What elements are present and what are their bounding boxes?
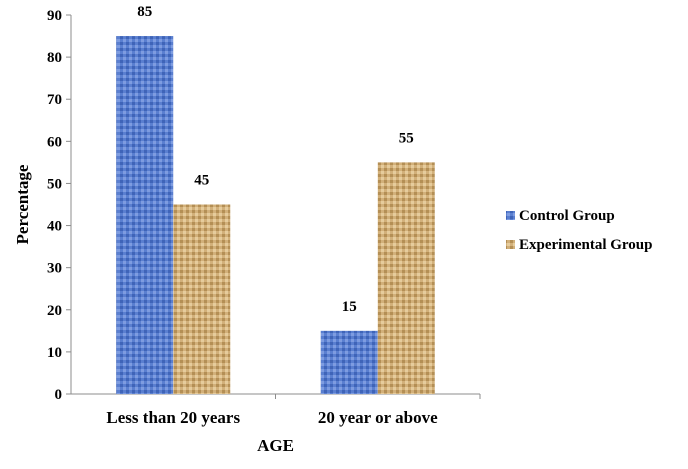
bars-group (116, 36, 435, 395)
y-tick-label: 10 (47, 345, 62, 361)
labels-group: 85 45 15 55 (137, 4, 414, 315)
y-tick-label: 0 (55, 387, 63, 403)
data-label: 85 (137, 4, 152, 20)
data-label: 45 (194, 173, 209, 189)
legend-swatch (506, 211, 515, 220)
y-tick-label: 40 (47, 219, 62, 235)
y-tick-label: 70 (47, 92, 62, 108)
y-tick-label: 30 (47, 261, 62, 277)
y-tick-label: 80 (47, 50, 62, 66)
data-label: 15 (342, 299, 357, 315)
y-tick-label: 90 (47, 8, 62, 24)
legend-swatch (506, 240, 515, 249)
bar-experimental-1 (377, 162, 435, 394)
legend: Control Group Experimental Group (506, 208, 652, 253)
legend-label: Control Group (519, 208, 615, 224)
x-axis-title: AGE (257, 436, 294, 455)
bar-control-0 (116, 36, 174, 395)
y-tick-label: 60 (47, 134, 62, 150)
bar-control-1 (320, 330, 378, 394)
data-label: 55 (399, 130, 414, 146)
x-tick-label: Less than 20 years (106, 408, 240, 427)
y-tick-label: 20 (47, 303, 62, 319)
axes-group: 0 10 20 30 40 50 60 70 80 90 Less than 20 years 20 … (13, 8, 481, 455)
y-tick-label: 50 (47, 176, 62, 192)
x-tick-label: 20 year or above (318, 408, 438, 427)
legend-label: Experimental Group (519, 237, 652, 253)
bar-experimental-0 (173, 204, 231, 394)
y-axis-title: Percentage (13, 164, 32, 244)
